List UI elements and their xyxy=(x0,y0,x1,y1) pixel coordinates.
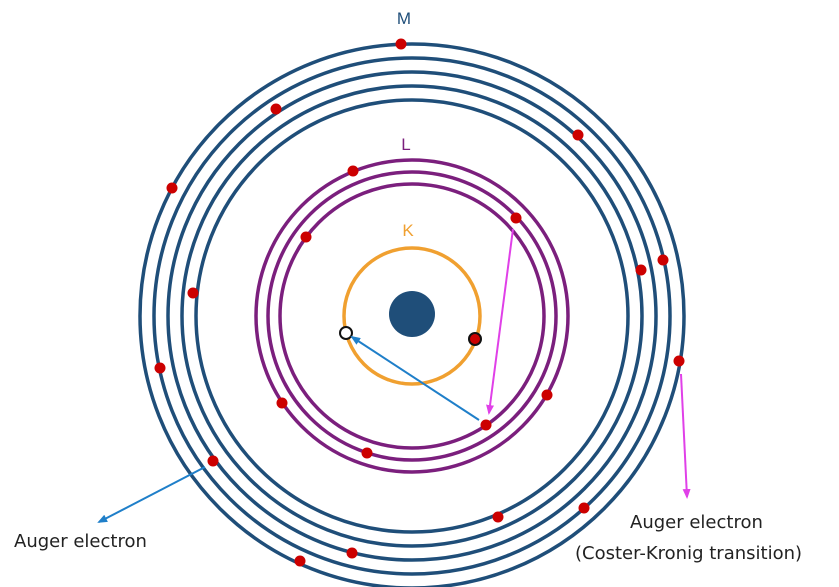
l-shell-electrons xyxy=(276,165,553,459)
coster-kronig-emission-arrow xyxy=(680,373,691,499)
electron xyxy=(673,355,685,367)
electron xyxy=(346,547,358,559)
electron xyxy=(361,447,373,459)
electron xyxy=(541,389,553,401)
electron xyxy=(572,129,584,141)
auger-electron-caption: Auger electron xyxy=(14,531,147,552)
electron xyxy=(166,182,178,194)
electron xyxy=(276,397,288,409)
electron xyxy=(187,287,199,299)
k-shell-vacancy xyxy=(339,326,353,340)
coster-kronig-caption-line1: Auger electron xyxy=(630,512,763,533)
l-to-k-transition-arrow xyxy=(350,335,480,421)
l-shell xyxy=(254,158,570,474)
electron xyxy=(657,254,669,266)
electron xyxy=(300,231,312,243)
l-shell-ring-3 xyxy=(278,182,546,450)
m-shell-ring-4 xyxy=(180,84,644,548)
k-shell-label: K xyxy=(402,221,414,240)
k-shell-electron xyxy=(468,332,482,346)
coster-kronig-transition-arrow xyxy=(486,228,514,415)
electron xyxy=(154,362,166,374)
electron xyxy=(395,38,407,50)
electron xyxy=(270,103,282,115)
l-shell-label: L xyxy=(401,135,410,154)
m-shell xyxy=(138,42,686,587)
m-shell-ring-1 xyxy=(138,42,686,587)
coster-kronig-caption-line2: (Coster-Kronig transition) xyxy=(575,543,803,564)
electron xyxy=(510,212,522,224)
electron xyxy=(578,502,590,514)
l-shell-ring-1 xyxy=(254,158,570,474)
m-shell-ring-2 xyxy=(152,56,672,576)
electron xyxy=(207,455,219,467)
electron xyxy=(492,511,504,523)
m-shell-electrons xyxy=(154,38,685,567)
m-shell-label: M xyxy=(397,9,411,28)
electron xyxy=(294,555,306,567)
m-shell-ring-3 xyxy=(166,70,658,562)
auger-emission-arrow xyxy=(97,466,206,523)
l-shell-ring-2 xyxy=(266,170,558,462)
electron xyxy=(347,165,359,177)
nucleus xyxy=(389,291,435,337)
k-shell-ring xyxy=(342,246,482,386)
m-shell-ring-5 xyxy=(194,98,630,534)
electron xyxy=(480,419,492,431)
electron xyxy=(635,264,647,276)
